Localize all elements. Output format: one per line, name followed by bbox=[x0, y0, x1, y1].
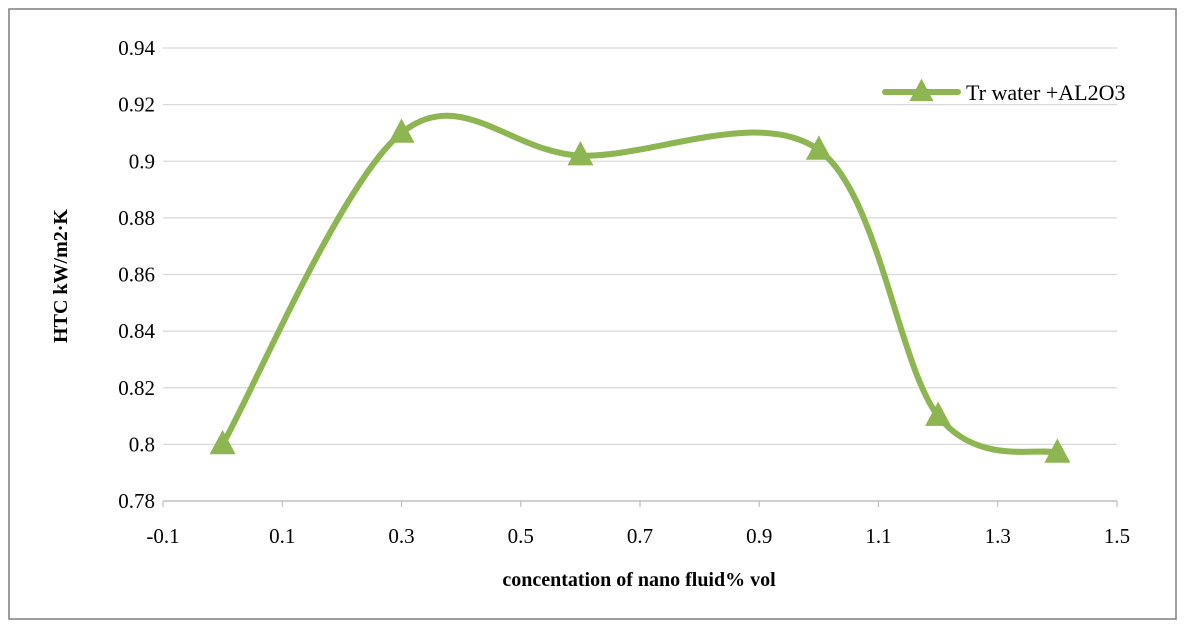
x-tick-label: 1.3 bbox=[985, 524, 1011, 548]
y-tick-label: 0.92 bbox=[118, 93, 155, 117]
data-point bbox=[925, 401, 952, 426]
data-point bbox=[1044, 438, 1071, 463]
y-tick-label: 0.9 bbox=[129, 149, 155, 173]
x-axis-title: concentation of nano fluid% vol bbox=[502, 569, 776, 591]
legend: Tr water +AL2O3 bbox=[882, 78, 1125, 105]
y-tick-label: 0.84 bbox=[118, 319, 155, 343]
data-point bbox=[567, 141, 594, 166]
x-tick-label: 0.5 bbox=[508, 524, 534, 548]
y-tick-label: 0.86 bbox=[118, 263, 155, 287]
x-tick-label: -0.1 bbox=[146, 524, 179, 548]
gridlines bbox=[163, 47, 1117, 445]
data-point bbox=[388, 118, 415, 143]
y-tick-label: 0.94 bbox=[118, 36, 155, 60]
data-point bbox=[209, 429, 236, 455]
legend-label: Tr water +AL2O3 bbox=[966, 80, 1125, 105]
y-tick-label: 0.78 bbox=[118, 489, 155, 513]
chart-border bbox=[8, 8, 1177, 620]
legend-marker bbox=[909, 78, 934, 102]
series-layer bbox=[209, 112, 1071, 463]
x-tick-label: 1.5 bbox=[1104, 524, 1130, 548]
axes: 0.78 0.8 0.82 0.84 0.86 0.88 0.9 0.92 0.94 -0.1 0.… bbox=[118, 36, 1130, 548]
y-tick-label: 0.82 bbox=[118, 376, 155, 400]
x-tick-label: 0.7 bbox=[627, 524, 653, 548]
data-point bbox=[805, 135, 832, 160]
x-tick-label: 0.3 bbox=[388, 524, 414, 548]
y-axis-title: HTC kW/m2·K bbox=[50, 209, 72, 343]
x-tick-label: 1.1 bbox=[865, 524, 891, 548]
x-tick-label: 0.9 bbox=[746, 524, 772, 548]
y-tick-label: 0.8 bbox=[129, 432, 155, 456]
y-tick-label: 0.88 bbox=[118, 206, 155, 230]
x-tick-label: 0.1 bbox=[269, 524, 295, 548]
